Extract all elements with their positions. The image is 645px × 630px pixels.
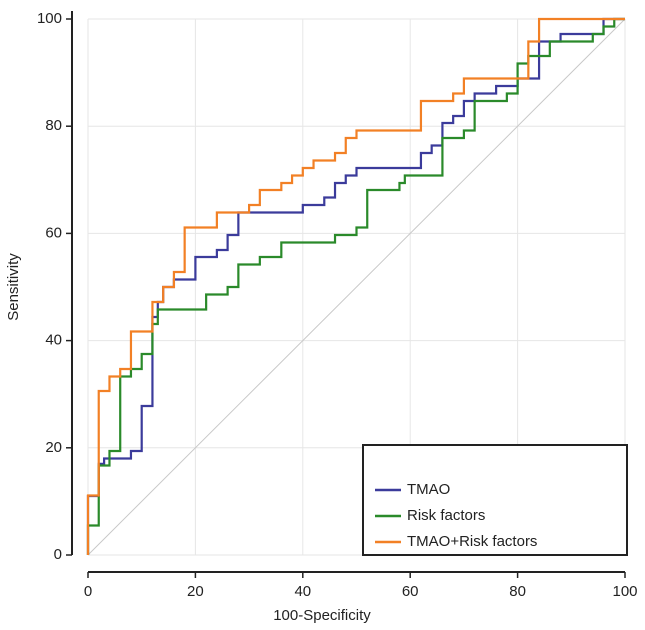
x-tick-label: 100 [612,583,637,600]
legend-label: TMAO+Risk factors [407,533,537,550]
legend-box [362,444,628,556]
roc-curve [86,17,625,555]
y-tick-label: 100 [37,10,62,27]
legend-label: TMAO [407,481,450,498]
x-tick-label: 20 [187,583,204,600]
y-tick-label: 40 [45,332,62,349]
y-tick-label: 0 [54,546,62,563]
y-tick-label: 60 [45,224,62,241]
x-tick-label: 0 [84,583,92,600]
x-axis-label: 100-Specificity [273,607,371,624]
x-tick-label: 80 [509,583,526,600]
reference-diagonal [87,18,626,556]
y-axis-label: Sensitivity [5,253,22,321]
legend-label: Risk factors [407,507,485,524]
roc-curve [86,17,625,555]
x-tick-label: 60 [402,583,419,600]
y-tick-label: 20 [45,439,62,456]
x-tick-label: 40 [294,583,311,600]
y-tick-label: 80 [45,117,62,134]
